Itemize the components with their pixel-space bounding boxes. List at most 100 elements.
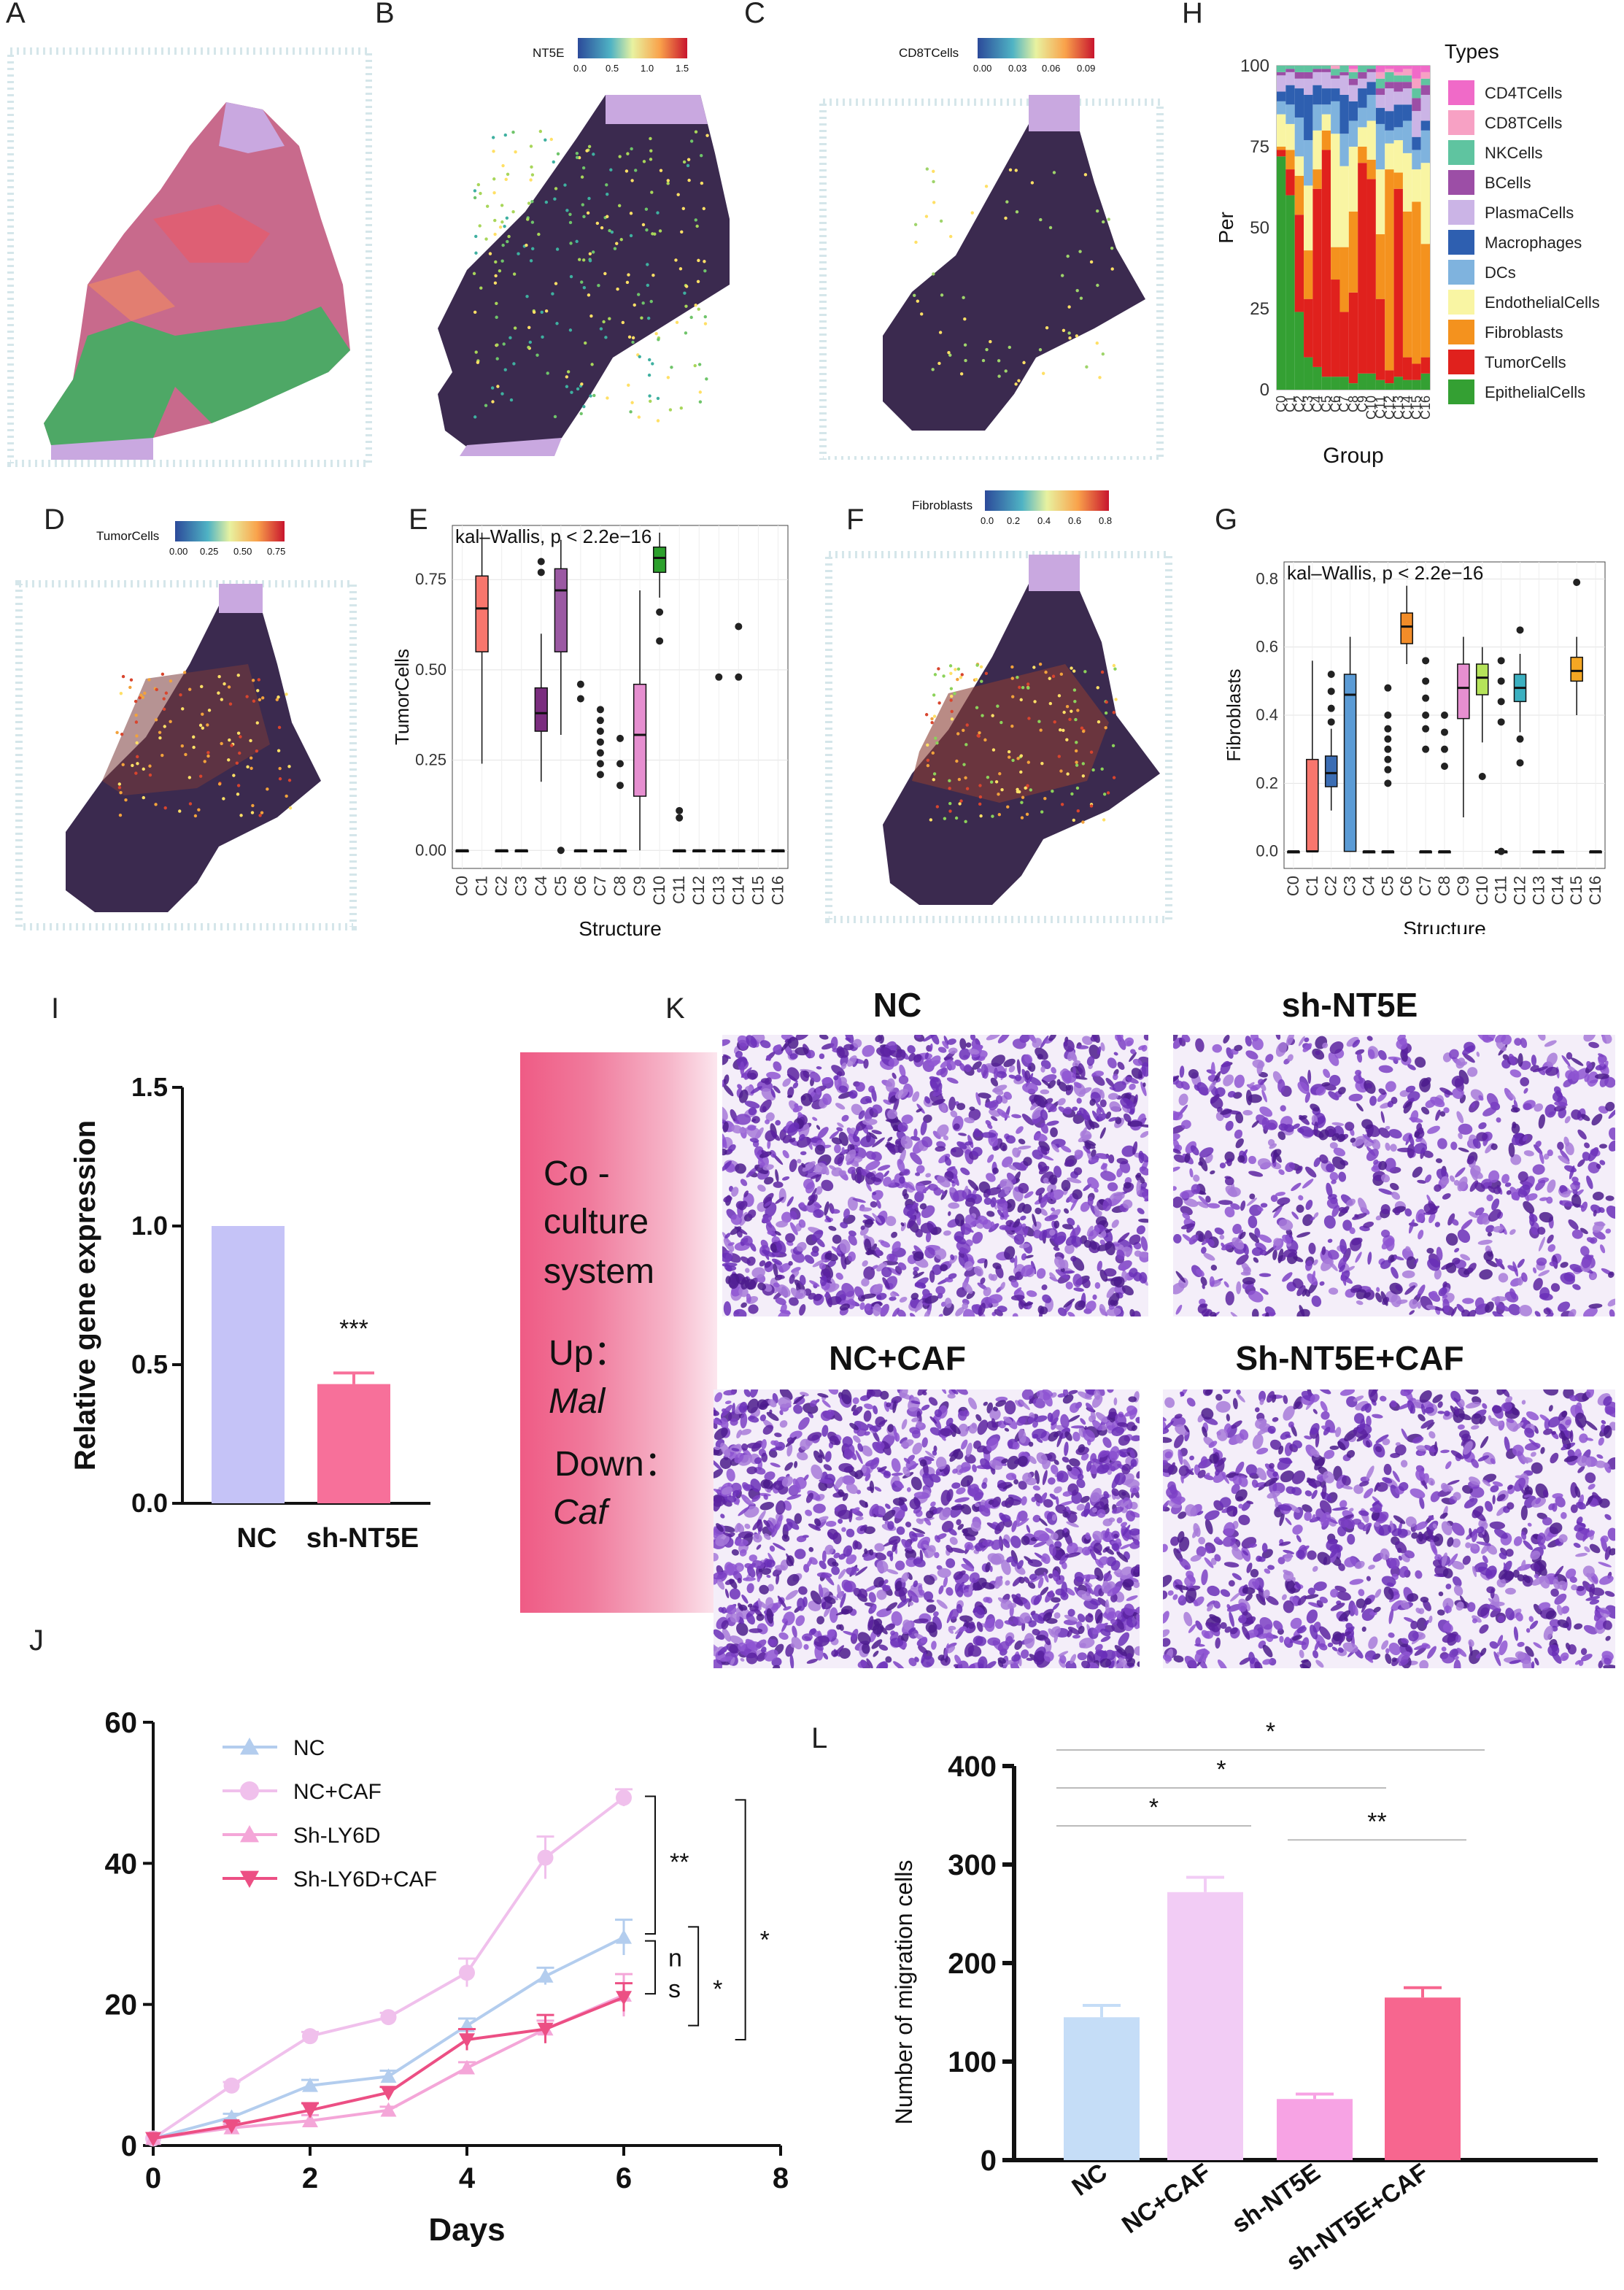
stained-cell bbox=[813, 1635, 830, 1647]
stained-cell bbox=[1173, 1035, 1178, 1041]
stained-cell bbox=[1087, 1196, 1094, 1206]
stained-cell bbox=[1040, 1306, 1048, 1315]
stained-cell bbox=[735, 1051, 743, 1058]
stained-cell bbox=[1323, 1215, 1336, 1229]
expression-spot bbox=[501, 163, 505, 168]
stained-cell bbox=[747, 1209, 757, 1219]
expression-spot bbox=[1016, 676, 1019, 679]
stained-cell bbox=[1041, 1553, 1051, 1565]
stained-cell bbox=[1319, 1154, 1329, 1164]
stained-cell bbox=[1251, 1246, 1264, 1257]
stained-cell bbox=[1329, 1142, 1338, 1149]
stained-cell bbox=[1523, 1135, 1528, 1141]
stacked-segment bbox=[1277, 101, 1286, 115]
stained-cell bbox=[877, 1165, 891, 1171]
stained-cell bbox=[1319, 1281, 1325, 1286]
stained-cell bbox=[1116, 1157, 1129, 1165]
stained-cell bbox=[968, 1048, 980, 1055]
stained-cell bbox=[1371, 1165, 1381, 1173]
stained-cell bbox=[783, 1605, 792, 1611]
stained-cell bbox=[1235, 1138, 1244, 1149]
stained-cell bbox=[994, 1619, 1004, 1630]
stained-cell bbox=[1258, 1079, 1264, 1086]
expression-spot bbox=[950, 717, 954, 721]
stained-cell bbox=[1043, 1499, 1053, 1508]
expression-spot bbox=[684, 285, 689, 288]
expression-spot bbox=[193, 814, 198, 818]
stained-cell bbox=[956, 1103, 966, 1111]
stacked-segment bbox=[1358, 78, 1367, 89]
stacked-segment bbox=[1331, 78, 1340, 89]
stained-cell bbox=[975, 1092, 981, 1106]
expression-spot bbox=[220, 698, 224, 701]
stained-cell bbox=[866, 1658, 873, 1668]
stained-cell bbox=[968, 1581, 974, 1595]
expression-spot bbox=[1106, 791, 1110, 795]
stained-cell bbox=[1076, 1225, 1080, 1231]
stained-cell bbox=[1287, 1054, 1294, 1062]
stacked-segment bbox=[1294, 175, 1304, 215]
stained-cell bbox=[1488, 1170, 1500, 1183]
stacked-segment bbox=[1366, 179, 1376, 374]
stained-cell bbox=[1011, 1654, 1021, 1662]
expression-spot bbox=[697, 307, 700, 311]
stacked-segment bbox=[1304, 94, 1313, 141]
expression-spot bbox=[1066, 772, 1070, 776]
stained-cell bbox=[1124, 1037, 1134, 1046]
expression-spot bbox=[675, 320, 679, 324]
stained-cell bbox=[737, 1578, 742, 1584]
stained-cell bbox=[1508, 1143, 1515, 1157]
stained-cell bbox=[876, 1589, 887, 1600]
expression-spot bbox=[958, 802, 962, 806]
stained-cell bbox=[883, 1470, 892, 1479]
stained-cell bbox=[1062, 1070, 1077, 1083]
expression-spot bbox=[498, 269, 502, 273]
stained-cell bbox=[983, 1197, 992, 1206]
stained-cell bbox=[891, 1472, 903, 1476]
stained-cell bbox=[972, 1061, 982, 1070]
stained-cell bbox=[842, 1436, 853, 1448]
down-value: Caf bbox=[553, 1493, 608, 1532]
stained-cell bbox=[868, 1592, 876, 1603]
stained-cell bbox=[1062, 1224, 1074, 1230]
stained-cell bbox=[1451, 1076, 1464, 1087]
stained-cell bbox=[789, 1211, 797, 1220]
expression-spot bbox=[657, 338, 660, 342]
legend-swatch bbox=[1448, 290, 1474, 315]
expression-spot bbox=[949, 671, 953, 676]
expression-spot bbox=[595, 221, 600, 225]
stained-cell bbox=[1048, 1573, 1053, 1578]
stained-cell bbox=[934, 1409, 943, 1418]
stacked-segment bbox=[1321, 88, 1331, 105]
expression-spot bbox=[618, 155, 622, 158]
stained-cell bbox=[873, 1283, 883, 1293]
stained-cell bbox=[1518, 1305, 1533, 1316]
stacked-segment bbox=[1304, 185, 1313, 251]
stacked-segment bbox=[1393, 104, 1403, 128]
stained-cell bbox=[761, 1149, 769, 1157]
stained-cell bbox=[1535, 1141, 1542, 1148]
expression-spot bbox=[1098, 376, 1102, 379]
expression-spot bbox=[975, 706, 979, 709]
stacked-segment bbox=[1331, 279, 1340, 377]
stained-cell bbox=[1075, 1045, 1089, 1049]
stacked-segment bbox=[1402, 211, 1412, 358]
stained-cell bbox=[1082, 1278, 1091, 1289]
stained-cell bbox=[1179, 1065, 1185, 1078]
expression-spot bbox=[1008, 168, 1013, 172]
stained-cell bbox=[739, 1401, 748, 1414]
expression-spot bbox=[1057, 694, 1062, 698]
stained-cell bbox=[1011, 1520, 1018, 1533]
stained-cell bbox=[1086, 1403, 1094, 1413]
stained-cell bbox=[1492, 1311, 1505, 1316]
expression-spot bbox=[1112, 663, 1116, 668]
stained-cell bbox=[1600, 1244, 1606, 1254]
stained-cell bbox=[872, 1213, 882, 1224]
expression-spot bbox=[206, 754, 210, 758]
stained-cell bbox=[1302, 1214, 1313, 1226]
expression-spot bbox=[703, 269, 707, 273]
stained-cell bbox=[1221, 1241, 1236, 1251]
expression-spot bbox=[277, 749, 281, 752]
stained-cell bbox=[1018, 1399, 1030, 1411]
stained-cell bbox=[1108, 1660, 1115, 1668]
